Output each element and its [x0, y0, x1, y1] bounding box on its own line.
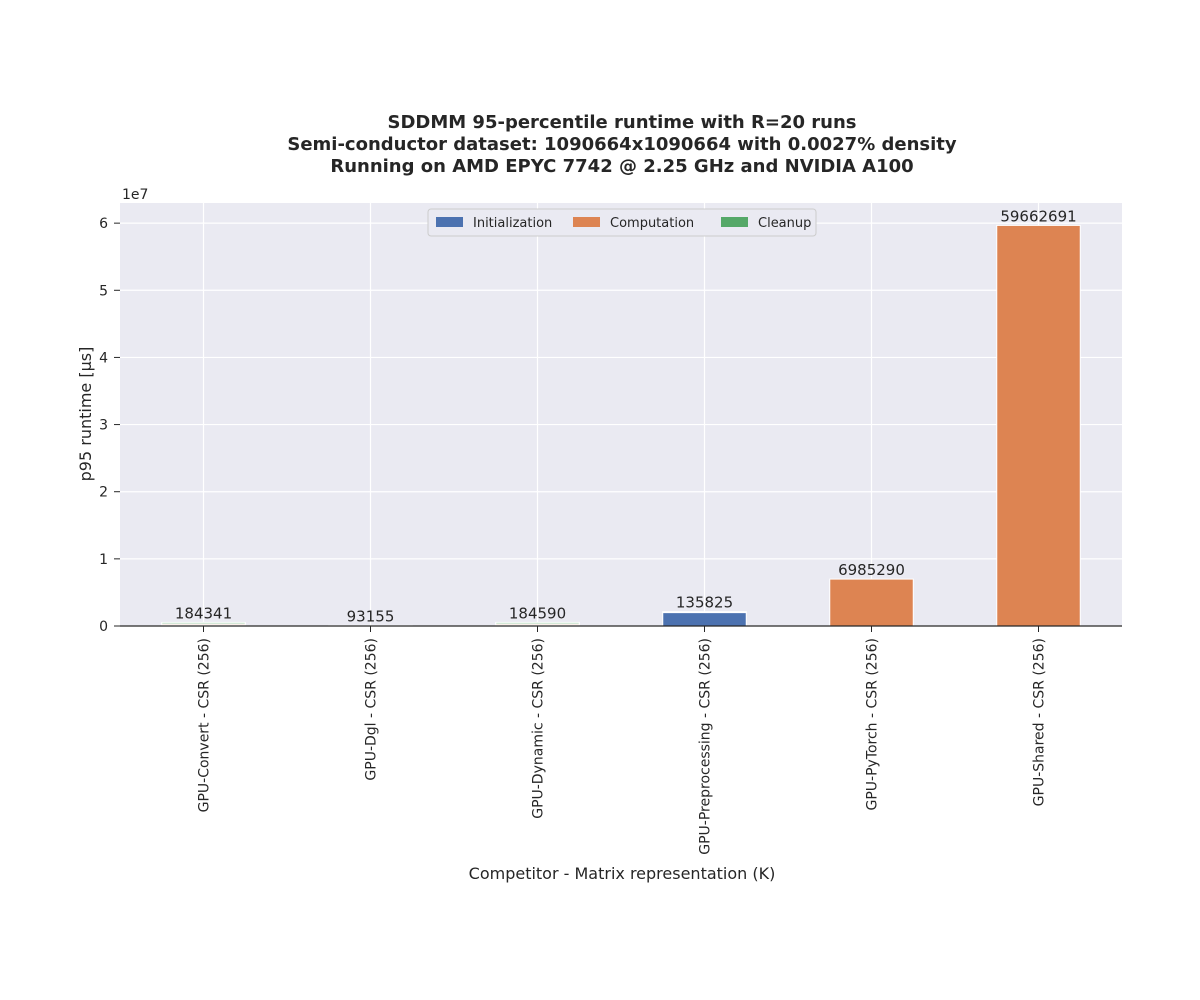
x-tick-label: GPU-PyTorch - CSR (256) — [865, 638, 881, 811]
chart-title-line: Semi-conductor dataset: 1090664x1090664 … — [287, 134, 957, 155]
chart-title: SDDMM 95-percentile runtime with R=20 ru… — [287, 112, 957, 177]
legend-item-initialization: Initialization — [436, 216, 552, 231]
y-tick-label: 5 — [99, 283, 108, 299]
x-axis-label: Competitor - Matrix representation (K) — [469, 864, 776, 883]
bar-data-label: 93155 — [347, 607, 395, 625]
x-tick-label: GPU-Convert - CSR (256) — [197, 638, 213, 812]
bars — [161, 224, 1081, 627]
x-tick-label: GPU-Shared - CSR (256) — [1032, 638, 1048, 806]
y-tick-label: 0 — [99, 619, 108, 635]
legend-swatch — [573, 217, 600, 227]
x-tick-label: GPU-Dynamic - CSR (256) — [531, 638, 547, 819]
bar-computation — [662, 611, 747, 614]
x-tick-label: GPU-Dgl - CSR (256) — [364, 638, 380, 781]
legend-label: Cleanup — [758, 216, 811, 231]
bar-initialization — [662, 612, 747, 627]
plot-background — [120, 203, 1122, 626]
bar-data-label: 135825 — [676, 594, 733, 612]
chart-title-line: SDDMM 95-percentile runtime with R=20 ru… — [387, 112, 856, 133]
y-tick-label: 6 — [99, 216, 108, 232]
y-axis-ticks: 0 1 2 3 4 5 6 — [99, 216, 120, 635]
bar-cleanup — [161, 621, 246, 625]
legend-item-computation: Computation — [573, 216, 694, 231]
bar-data-label: 59662691 — [1000, 207, 1076, 225]
y-axis-label: p95 runtime [µs] — [76, 347, 95, 482]
legend-label: Initialization — [473, 216, 552, 231]
bar-computation — [996, 224, 1081, 627]
y-tick-label: 4 — [99, 350, 108, 366]
bar-data-label: 184341 — [175, 604, 232, 622]
bar-cleanup — [495, 621, 580, 625]
x-axis-ticks: GPU-Convert - CSR (256) GPU-Dgl - CSR (25… — [197, 626, 1048, 855]
x-tick-label: GPU-Preprocessing - CSR (256) — [698, 638, 714, 855]
bar-data-label: 184590 — [509, 604, 566, 622]
chart-title-line: Running on AMD EPYC 7742 @ 2.25 GHz and … — [330, 156, 913, 177]
legend: Initialization Computation Cleanup — [427, 208, 817, 237]
legend-box — [427, 208, 817, 237]
y-tick-label: 2 — [99, 485, 108, 501]
bar-data-label: 6985290 — [838, 561, 905, 579]
y-tick-label: 3 — [99, 418, 108, 434]
y-axis-scale-label: 1e7 — [122, 187, 148, 203]
data-labels: 184341 93155 184590 135825 6985290 59662691 — [175, 207, 1077, 625]
legend-label: Computation — [610, 216, 694, 231]
legend-swatch — [436, 217, 463, 227]
legend-item-cleanup: Cleanup — [721, 216, 811, 231]
legend-swatch — [721, 217, 748, 227]
y-tick-label: 1 — [99, 552, 108, 568]
bar-computation — [829, 578, 914, 627]
